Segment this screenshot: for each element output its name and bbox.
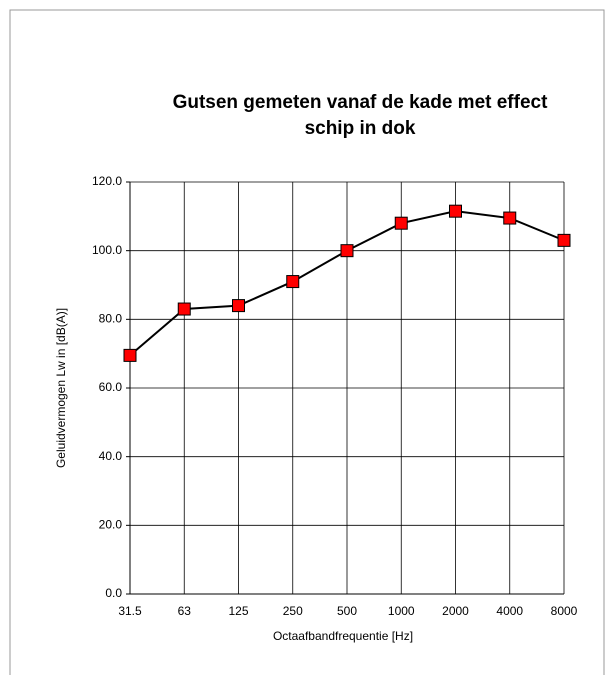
x-tick-label: 2000 <box>442 604 469 618</box>
y-tick-label: 100.0 <box>92 243 122 257</box>
y-tick-label: 0.0 <box>105 586 122 600</box>
point-marker <box>557 233 571 247</box>
x-axis-label: Octaafbandfrequentie [Hz] <box>273 629 413 643</box>
y-axis-label: Geluidvermogen Lw in [dB(A)] <box>54 308 68 468</box>
y-tick-label: 60.0 <box>99 380 123 394</box>
y-tick-label: 40.0 <box>99 449 123 463</box>
x-tick-label: 31.5 <box>118 604 142 618</box>
point-marker <box>394 216 408 230</box>
point-marker <box>503 211 517 225</box>
point-marker <box>286 275 300 289</box>
point-marker <box>123 348 137 362</box>
y-tick-label: 80.0 <box>99 312 123 326</box>
y-tick-label: 120.0 <box>92 174 122 188</box>
x-tick-label: 63 <box>178 604 192 618</box>
x-tick-label: 1000 <box>388 604 415 618</box>
point-marker <box>177 302 191 316</box>
point-marker <box>232 299 245 313</box>
x-tick-label: 4000 <box>496 604 523 618</box>
point-marker <box>340 244 354 258</box>
chart-title: schip in dok <box>305 118 416 139</box>
y-tick-label: 20.0 <box>99 518 123 532</box>
point-marker <box>449 204 462 218</box>
x-tick-label: 500 <box>337 604 357 618</box>
frame <box>9 9 605 675</box>
x-tick-label: 8000 <box>551 604 578 618</box>
x-tick-label: 250 <box>283 604 303 618</box>
x-tick-label: 125 <box>228 604 248 618</box>
chart-title: Gutsen gemeten vanaf de kade met effect <box>173 92 549 113</box>
